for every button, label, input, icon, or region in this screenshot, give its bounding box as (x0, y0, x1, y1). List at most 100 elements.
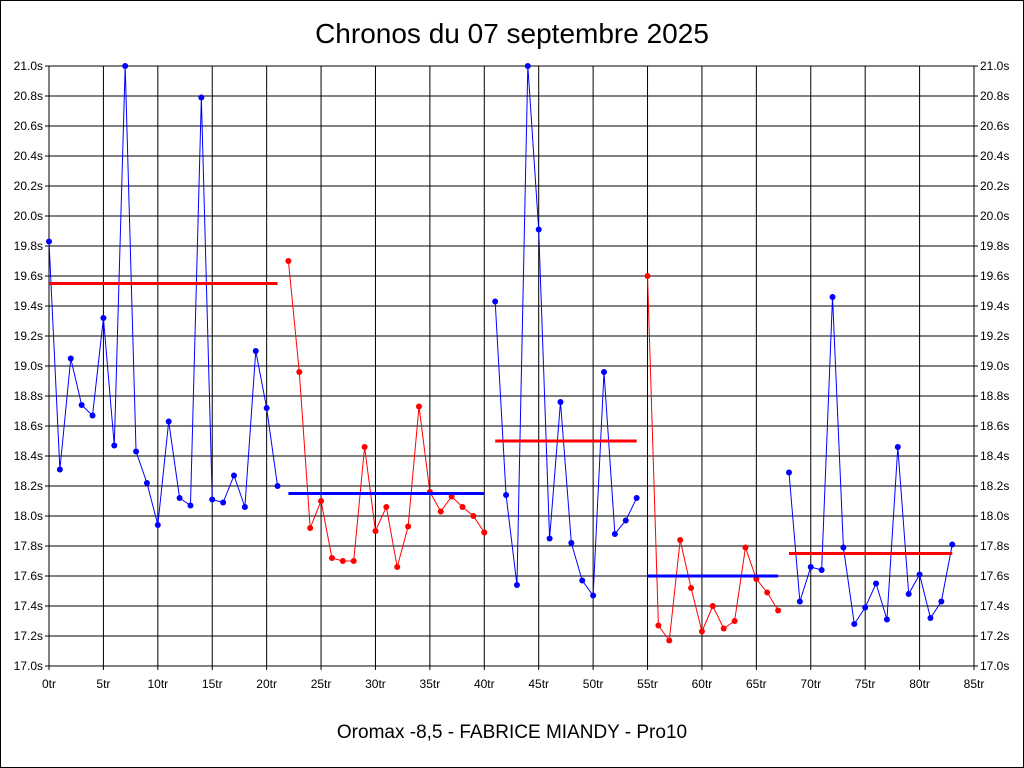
data-point (742, 544, 749, 551)
data-point (720, 625, 727, 632)
data-point (383, 504, 390, 510)
data-point (905, 591, 912, 597)
data-point (111, 442, 118, 449)
chart-title: Chronos du 07 septembre 2025 (315, 18, 709, 49)
data-point (209, 496, 216, 503)
y-tick-label-left: 17.8s (14, 539, 43, 553)
data-point (590, 592, 597, 599)
data-point (133, 448, 140, 455)
data-point (187, 502, 194, 509)
data-point (176, 495, 183, 501)
y-tick-label-right: 17.6s (980, 569, 1009, 583)
y-tick-label-right: 19.8s (980, 239, 1009, 253)
y-tick-label-left: 19.8s (14, 239, 43, 253)
y-tick-label-right: 20.2s (980, 179, 1009, 193)
series-line (647, 275, 779, 642)
data-point (927, 615, 934, 621)
x-tick-label: 10tr (147, 677, 168, 691)
data-point (241, 504, 248, 510)
data-point (459, 504, 466, 510)
data-point (731, 618, 738, 624)
data-point (644, 273, 651, 279)
series-segment-1 (46, 63, 281, 528)
data-point (568, 540, 575, 546)
x-tick-label: 15tr (202, 677, 223, 691)
x-tick-label: 50tr (583, 677, 604, 691)
data-point (775, 607, 782, 614)
y-tick-label-left: 18.8s (14, 389, 43, 403)
y-tick-label-right: 19.0s (980, 359, 1009, 373)
y-tick-label-right: 19.6s (980, 269, 1009, 283)
data-point (67, 355, 74, 362)
data-point (883, 616, 890, 623)
data-point (296, 369, 303, 375)
series-segment-4 (644, 273, 782, 644)
data-point (470, 513, 477, 519)
data-point (949, 541, 956, 548)
x-tick-label: 25tr (311, 677, 332, 691)
y-tick-label-right: 18.4s (980, 449, 1009, 463)
data-point (285, 258, 292, 264)
data-point (546, 535, 553, 542)
data-point (165, 418, 172, 425)
x-tick-label: 70tr (800, 677, 821, 691)
y-tick-label-right: 20.8s (980, 89, 1009, 103)
data-point (100, 315, 107, 321)
data-point (263, 405, 270, 411)
x-tick-label: 40tr (474, 677, 495, 691)
data-point (513, 582, 520, 588)
data-point (78, 402, 85, 408)
y-tick-label-right: 20.4s (980, 149, 1009, 163)
x-tick-label: 65tr (746, 677, 767, 691)
series-line (287, 260, 485, 568)
y-tick-label-left: 17.2s (14, 629, 43, 643)
data-point (938, 598, 945, 605)
y-tick-label-right: 20.0s (980, 209, 1009, 223)
data-point (655, 622, 662, 629)
y-tick-label-right: 18.8s (980, 389, 1009, 403)
x-tick-label: 20tr (256, 677, 277, 691)
y-tick-label-right: 20.6s (980, 119, 1009, 133)
data-point (394, 564, 401, 570)
y-tick-label-right: 17.0s (980, 659, 1009, 673)
y-axis-labels: 17.0s 17.0s 17.2s 17.2s 17.4s 17.4s 17.6s 17.6s… (14, 59, 1010, 673)
y-tick-label-right: 18.6s (980, 419, 1009, 433)
data-point (894, 444, 901, 450)
y-tick-label-right: 17.4s (980, 599, 1009, 613)
data-point (198, 94, 205, 101)
x-tick-label: 80tr (909, 677, 930, 691)
y-tick-label-left: 18.6s (14, 419, 43, 433)
data-point (307, 525, 314, 531)
data-point (786, 469, 792, 476)
data-point (220, 499, 227, 506)
x-tick-label: 0tr (42, 677, 56, 691)
y-tick-label-left: 19.4s (14, 299, 43, 313)
y-tick-label-left: 18.4s (14, 449, 43, 463)
data-point (154, 522, 161, 528)
data-point (318, 498, 325, 504)
data-point (524, 63, 531, 69)
y-tick-label-left: 21.0s (14, 59, 43, 73)
y-tick-label-left: 18.0s (14, 509, 43, 523)
data-point (666, 637, 673, 644)
y-tick-label-right: 17.8s (980, 539, 1009, 553)
y-tick-label-left: 17.0s (14, 659, 43, 673)
data-point (481, 529, 488, 536)
y-tick-label-left: 19.6s (14, 269, 43, 283)
data-point (633, 495, 640, 501)
data-point (818, 567, 825, 573)
y-tick-label-left: 20.6s (14, 119, 43, 133)
y-tick-label-right: 17.2s (980, 629, 1009, 643)
data-point (611, 531, 618, 537)
y-tick-label-left: 20.2s (14, 179, 43, 193)
y-tick-label-left: 20.4s (14, 149, 43, 163)
data-point (535, 226, 542, 233)
data-point (916, 571, 923, 578)
data-point (274, 483, 281, 489)
data-point (851, 621, 858, 627)
y-tick-label-right: 21.0s (980, 59, 1009, 73)
data-point (492, 298, 499, 305)
data-point (46, 238, 52, 245)
data-point (873, 580, 880, 587)
